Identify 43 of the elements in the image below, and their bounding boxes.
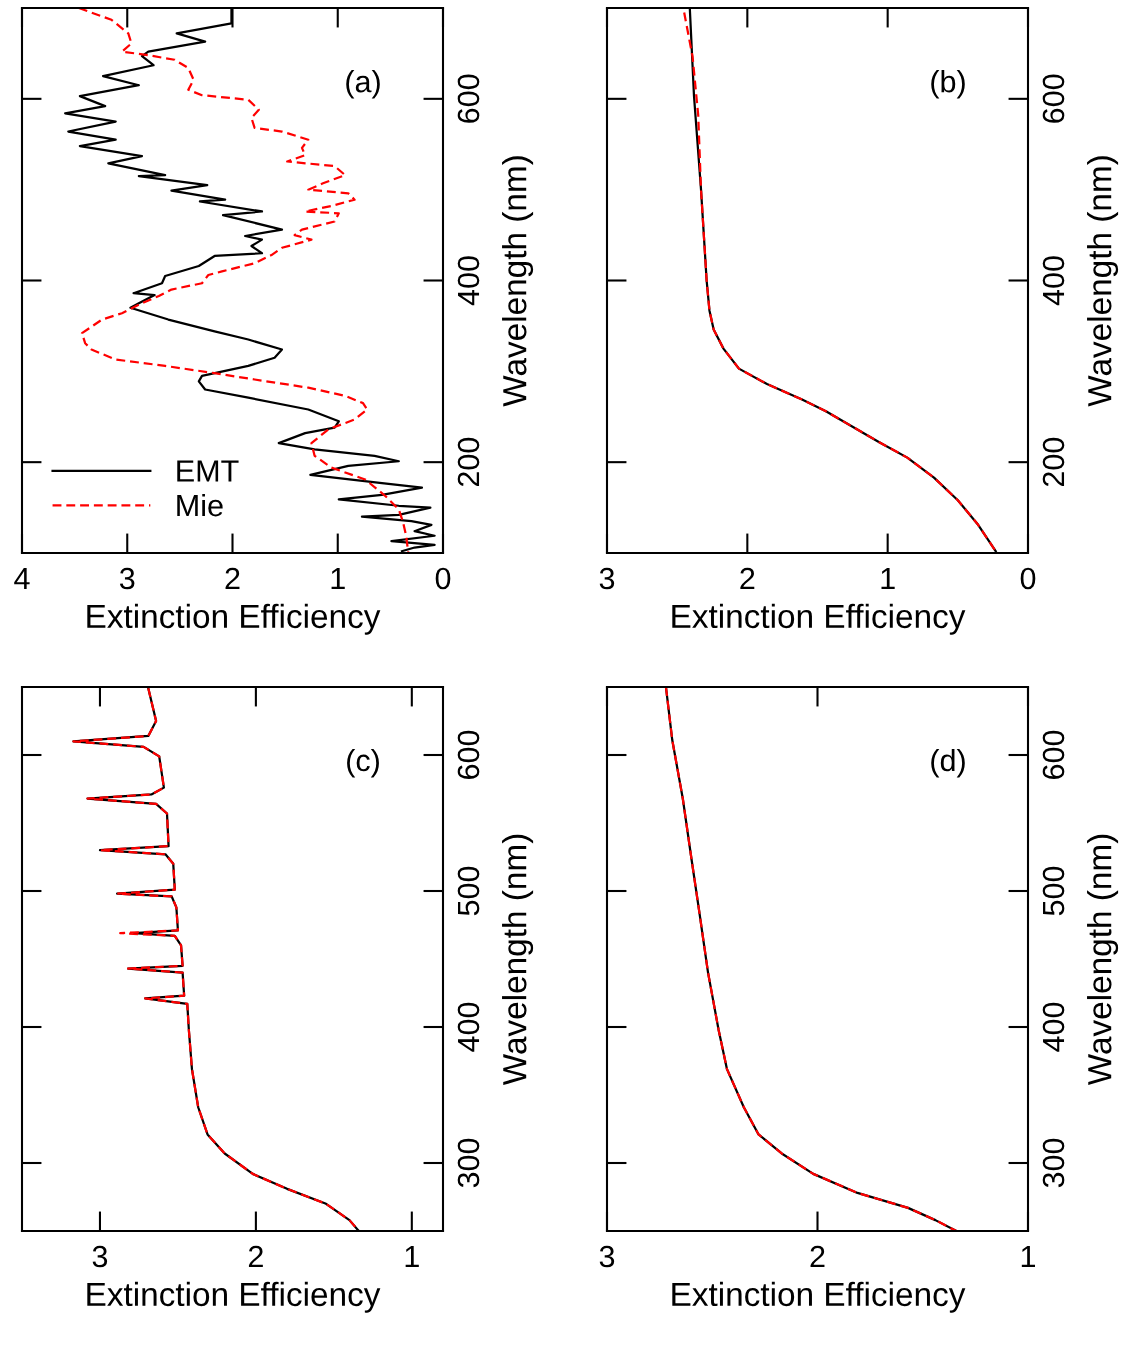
y-axis-title: Wavelength (nm) (1087, 156, 1119, 407)
x-tick-label: 2 (248, 1245, 263, 1268)
annotation: (d) (931, 748, 965, 778)
y-tick-label: 400 (457, 1002, 480, 1052)
legend-label: EMT (177, 460, 239, 482)
y-axis-title: Wavelength (nm) (1087, 834, 1119, 1086)
y-tick-label: 600 (457, 730, 480, 779)
y-tick-label: 600 (1042, 74, 1065, 123)
x-tick-label: 2 (225, 567, 240, 590)
x-tick-label: 2 (810, 1245, 825, 1268)
x-tick-label: 0 (435, 567, 451, 590)
x-tick-label: 3 (599, 567, 615, 590)
x-tick-label: 3 (599, 1245, 615, 1268)
y-tick-label: 600 (1042, 730, 1065, 779)
x-axis-title: Extinction Efficiency (87, 603, 381, 635)
annotation: (a) (346, 70, 380, 99)
y-axis-title: Wavelength (nm) (502, 156, 534, 407)
y-tick-label: 500 (1042, 866, 1065, 916)
x-tick-label: 1 (881, 568, 895, 590)
x-tick-label: 3 (119, 567, 135, 590)
annotation: (b) (931, 70, 965, 99)
y-tick-label: 300 (457, 1138, 480, 1188)
y-tick-label: 400 (1042, 256, 1065, 306)
y-tick-label: 400 (1042, 1002, 1065, 1052)
legend-label: Mie (177, 493, 223, 517)
y-tick-label: 400 (457, 256, 480, 306)
x-tick-label: 4 (14, 568, 30, 590)
y-axis-title: Wavelength (nm) (502, 834, 534, 1086)
x-tick-label: 1 (1021, 1246, 1036, 1268)
x-axis-title: Extinction Efficiency (672, 1281, 966, 1313)
annotation: (c) (347, 748, 379, 778)
x-tick-label: 1 (331, 568, 345, 590)
x-tick-label: 0 (1020, 567, 1036, 590)
x-tick-label: 1 (405, 1246, 419, 1268)
x-axis-title: Extinction Efficiency (672, 603, 966, 635)
y-tick-label: 300 (1042, 1138, 1065, 1188)
y-tick-label: 500 (457, 866, 480, 916)
y-tick-label: 200 (1042, 437, 1065, 487)
y-tick-label: 600 (457, 74, 480, 123)
x-tick-label: 3 (92, 1245, 108, 1268)
x-tick-label: 2 (740, 567, 755, 590)
x-axis-title: Extinction Efficiency (87, 1281, 381, 1313)
y-tick-label: 200 (457, 437, 480, 487)
